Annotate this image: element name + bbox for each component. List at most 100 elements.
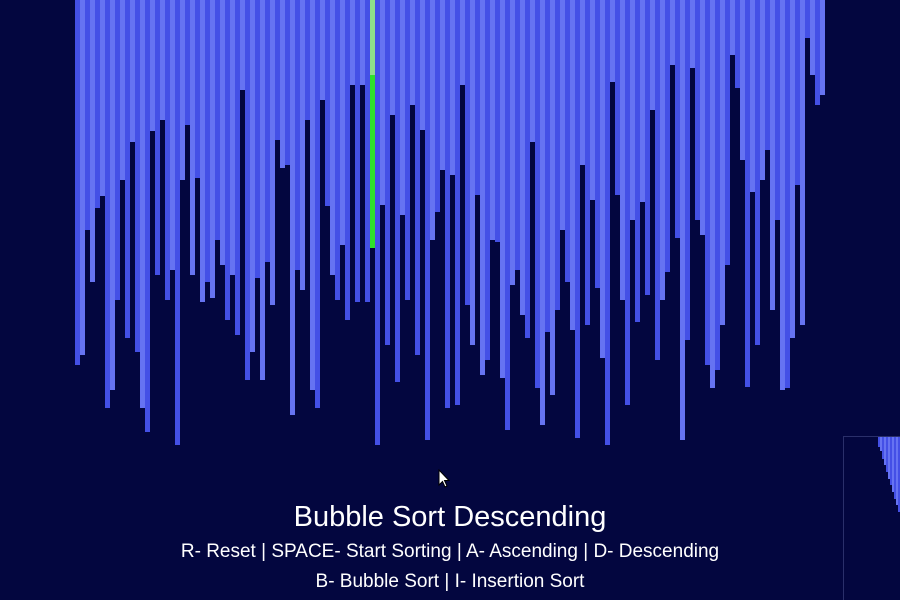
bar (430, 0, 435, 240)
mouse-pointer-icon (438, 469, 450, 488)
bar (160, 0, 165, 120)
bar (445, 0, 450, 408)
bar (350, 0, 355, 85)
bar (85, 0, 90, 230)
bar (555, 0, 560, 310)
preview-bars (878, 437, 900, 512)
bar (105, 0, 110, 408)
bar (315, 0, 320, 408)
bar (750, 0, 755, 192)
bar (550, 0, 555, 395)
bar (590, 0, 595, 200)
bar (575, 0, 580, 438)
preview-bar (898, 437, 900, 512)
bar (380, 0, 385, 205)
bar (795, 0, 800, 185)
bar (515, 0, 520, 270)
bar (635, 0, 640, 322)
bar (755, 0, 760, 345)
controls-help-line-2: B- Bubble Sort | I- Insertion Sort (315, 571, 585, 592)
bar (355, 0, 360, 302)
bar (210, 0, 215, 298)
bar (250, 0, 255, 352)
bar (690, 0, 695, 68)
bar (420, 0, 425, 130)
preview-bar (894, 437, 896, 499)
bar (200, 0, 205, 302)
bar (320, 0, 325, 100)
preview-bar (878, 437, 880, 447)
bar (725, 0, 730, 265)
bar (730, 0, 735, 55)
bar (235, 0, 240, 335)
bar (715, 0, 720, 370)
bar (410, 0, 415, 105)
bar (395, 0, 400, 382)
bar (805, 0, 810, 38)
bar (340, 0, 345, 245)
bar (450, 0, 455, 175)
bar (440, 0, 445, 170)
bar-highlighted (370, 0, 375, 248)
bar (155, 0, 160, 275)
bar (485, 0, 490, 360)
bar (810, 0, 815, 75)
preview-bar (880, 437, 882, 451)
bar (195, 0, 200, 178)
bar (770, 0, 775, 310)
bar (185, 0, 190, 125)
preview-bar (888, 437, 890, 479)
bar (790, 0, 795, 338)
bar (740, 0, 745, 160)
bar (190, 0, 195, 275)
bar (295, 0, 300, 270)
bar (625, 0, 630, 405)
bar (645, 0, 650, 295)
bar (165, 0, 170, 300)
bar (490, 0, 495, 240)
bar (620, 0, 625, 300)
bar (520, 0, 525, 315)
bar (675, 0, 680, 238)
bar (170, 0, 175, 270)
bar (285, 0, 290, 165)
bar (695, 0, 700, 220)
bar (605, 0, 610, 445)
bar (280, 0, 285, 168)
bar (300, 0, 305, 290)
bar (610, 0, 615, 82)
bar (405, 0, 410, 300)
bar (345, 0, 350, 320)
bar (180, 0, 185, 180)
bar (175, 0, 180, 445)
bar (760, 0, 765, 180)
bar (225, 0, 230, 320)
preview-bar (882, 437, 884, 459)
bar (390, 0, 395, 115)
bar (600, 0, 605, 358)
bar (215, 0, 220, 240)
bar (220, 0, 225, 265)
bar (565, 0, 570, 282)
bar (270, 0, 275, 305)
bar (465, 0, 470, 305)
bar (130, 0, 135, 142)
bar (655, 0, 660, 360)
bar (95, 0, 100, 208)
bar (615, 0, 620, 195)
bar (140, 0, 145, 408)
bar (595, 0, 600, 288)
bar (325, 0, 330, 206)
bar (305, 0, 310, 120)
bar (110, 0, 115, 390)
preview-bar (884, 437, 886, 465)
bar (470, 0, 475, 345)
bar (820, 0, 825, 95)
bar (775, 0, 780, 220)
bar (265, 0, 270, 262)
bar (765, 0, 770, 150)
bar (480, 0, 485, 375)
bar (120, 0, 125, 180)
bar (435, 0, 440, 212)
